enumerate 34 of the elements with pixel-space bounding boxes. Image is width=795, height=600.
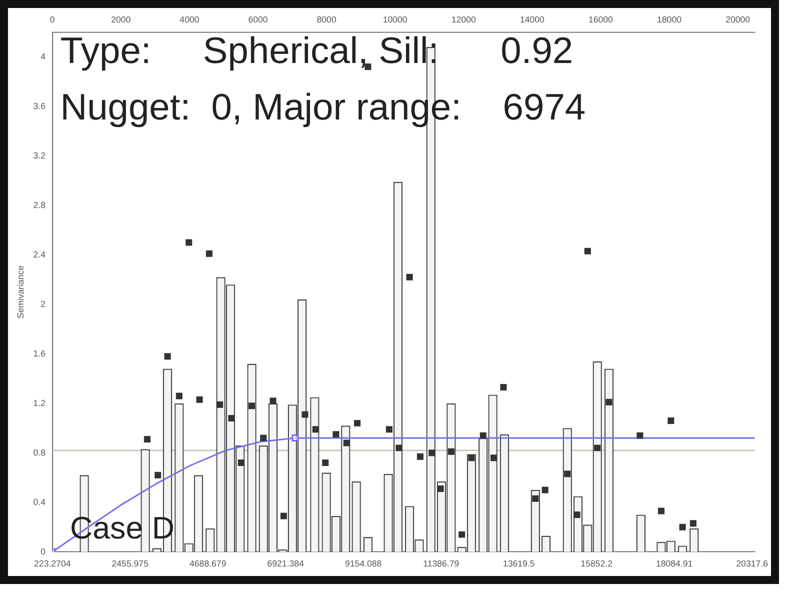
x-tick-label: 4688.679 — [190, 558, 226, 568]
y-tick-label: 0 — [40, 546, 46, 556]
x-tick-label: 2455.975 — [112, 558, 149, 568]
x-tick-label: 18084.91 — [656, 558, 693, 568]
annotation: Type: Spherical, Sill: 0.92 — [60, 29, 574, 72]
y-tick-label: 2.4 — [33, 249, 46, 260]
x-tick-label: 15852.2 — [580, 558, 613, 568]
x2-tick-label: 16000 — [588, 14, 614, 24]
x2-tick-label: 2000 — [111, 14, 131, 24]
x-tick-label: 223.2704 — [34, 558, 71, 568]
x-tick-label: 9154.088 — [345, 558, 382, 568]
x2-tick-label: 18000 — [657, 14, 682, 24]
y-tick-label: 0.8 — [33, 447, 46, 458]
y-tick-label: 2 — [40, 298, 46, 309]
x2-tick-label: 12000 — [451, 14, 476, 24]
x2-tick-label: 8000 — [316, 14, 336, 24]
x-tick-label: 13619.5 — [502, 558, 535, 568]
x-tick-label: 6921.384 — [267, 558, 304, 568]
x-tick-label: 11386.79 — [423, 558, 460, 568]
x2-tick-label: 10000 — [382, 14, 408, 24]
y-tick-label: 0.4 — [33, 496, 46, 507]
x2-tick-label: 14000 — [520, 14, 545, 24]
y-tick-label: 3.2 — [33, 150, 46, 160]
y-axis-title: Semivariance — [16, 265, 26, 318]
x2-tick-label: 20000 — [726, 14, 750, 24]
x2-tick-label: 4000 — [180, 14, 200, 24]
x-tick-label: 20317.6 — [736, 558, 768, 568]
x2-tick-label: 0 — [50, 14, 55, 24]
y-tick-label: 4 — [40, 51, 46, 62]
y-tick-label: 1.6 — [33, 348, 46, 358]
y-tick-label: 2.8 — [33, 200, 46, 210]
x2-tick-label: 6000 — [248, 14, 268, 24]
y-tick-label: 3.6 — [33, 100, 46, 111]
y-tick-label: 1.2 — [33, 398, 46, 408]
